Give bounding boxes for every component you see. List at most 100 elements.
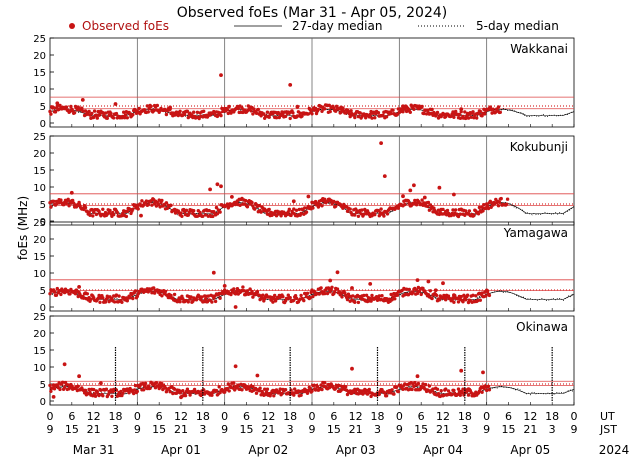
observed-point: [179, 211, 183, 215]
observed-point: [55, 286, 59, 291]
observed-point: [484, 294, 488, 298]
observed-point: [373, 212, 377, 217]
observed-point: [461, 387, 465, 391]
observed-outlier-point: [55, 101, 60, 106]
observed-point: [89, 297, 93, 301]
observed-point: [274, 116, 279, 120]
observed-point: [285, 212, 290, 217]
observed-point: [72, 111, 77, 115]
observed-point: [181, 297, 185, 301]
observed-point: [394, 385, 399, 389]
observed-point: [297, 207, 301, 212]
station-name: Yamagawa: [503, 226, 568, 240]
observed-outlier-point: [139, 213, 143, 218]
observed-point: [434, 293, 439, 298]
observed-point: [169, 203, 173, 207]
observed-point: [97, 293, 101, 298]
observed-point: [95, 390, 100, 394]
observed-point: [150, 203, 154, 207]
y-tick-label: 0: [40, 119, 46, 130]
observed-outlier-point: [433, 288, 438, 293]
ut-hour-label: 0: [47, 410, 54, 423]
observed-point: [471, 293, 475, 297]
jst-hour-label: 9: [571, 423, 578, 436]
observed-outlier-point: [484, 205, 489, 210]
observed-point: [377, 214, 381, 218]
observed-point: [377, 392, 381, 396]
observed-point: [260, 296, 264, 300]
observed-point: [446, 389, 451, 393]
observed-point: [202, 300, 206, 304]
ut-hour-label: 6: [243, 410, 250, 423]
jst-hour-label: 3: [549, 423, 556, 436]
observed-point: [52, 387, 57, 391]
observed-point: [124, 214, 129, 219]
legend-observed-marker: [69, 23, 75, 29]
observed-outlier-point: [321, 197, 325, 201]
observed-point: [382, 214, 386, 218]
observed-point: [252, 107, 256, 111]
observed-point: [253, 207, 257, 211]
observed-point: [264, 390, 269, 394]
observed-point: [54, 293, 59, 297]
observed-point: [451, 208, 455, 212]
observed-point: [163, 289, 168, 294]
y-tick-label: 5: [40, 286, 46, 297]
observed-point: [403, 107, 407, 111]
observed-point: [236, 106, 240, 111]
date-label: Apr 02: [248, 443, 288, 457]
observed-point: [327, 103, 331, 108]
observed-point: [48, 292, 52, 296]
observed-point: [248, 287, 252, 291]
observed-point: [59, 198, 63, 202]
observed-point: [152, 286, 156, 290]
observed-point: [178, 300, 182, 304]
observed-point: [51, 106, 56, 110]
observed-point: [414, 203, 419, 207]
y-tick-label: 15: [33, 346, 46, 357]
observed-outlier-point: [295, 104, 300, 109]
observed-point: [477, 205, 482, 210]
observed-point: [99, 388, 103, 392]
observed-point: [422, 111, 426, 116]
observed-point: [90, 207, 94, 212]
jst-hour-label: 21: [436, 423, 450, 436]
observed-point: [181, 389, 185, 393]
observed-point: [225, 107, 230, 112]
observed-point: [304, 210, 309, 214]
observed-point: [391, 108, 395, 112]
observed-point: [458, 212, 462, 216]
observed-point: [91, 214, 95, 218]
observed-point: [320, 387, 324, 392]
observed-point: [320, 204, 324, 208]
observed-point: [491, 107, 495, 111]
observed-point: [66, 197, 70, 201]
observed-point: [51, 199, 56, 203]
observed-point: [467, 209, 472, 213]
observed-point: [238, 203, 242, 207]
observed-point: [323, 381, 327, 385]
observed-point: [257, 203, 261, 208]
observed-point: [131, 113, 135, 117]
observed-point: [335, 287, 340, 291]
observed-outlier-point: [204, 299, 209, 304]
observed-point: [223, 390, 227, 394]
ut-hour-label: 6: [418, 410, 425, 423]
observed-point: [198, 210, 202, 215]
observed-point: [159, 384, 163, 389]
observed-point: [101, 394, 105, 398]
y-tick-label: 0: [40, 303, 46, 314]
legend-observed-label: Observed foEs: [82, 19, 169, 33]
panel-yamagawa: 0 5 10 15 20 25 Yamagawa: [33, 218, 575, 314]
observed-point: [155, 103, 159, 108]
observed-outlier-point: [168, 105, 173, 110]
y-tick-label: 0: [40, 397, 46, 408]
observed-point: [337, 383, 341, 388]
observed-point: [241, 285, 245, 289]
observed-point: [125, 299, 129, 303]
ut-hour-label: 18: [283, 410, 297, 423]
observed-point: [214, 388, 219, 393]
observed-point: [279, 214, 283, 218]
ut-hour-label: 18: [371, 410, 385, 423]
observed-point: [143, 381, 148, 386]
